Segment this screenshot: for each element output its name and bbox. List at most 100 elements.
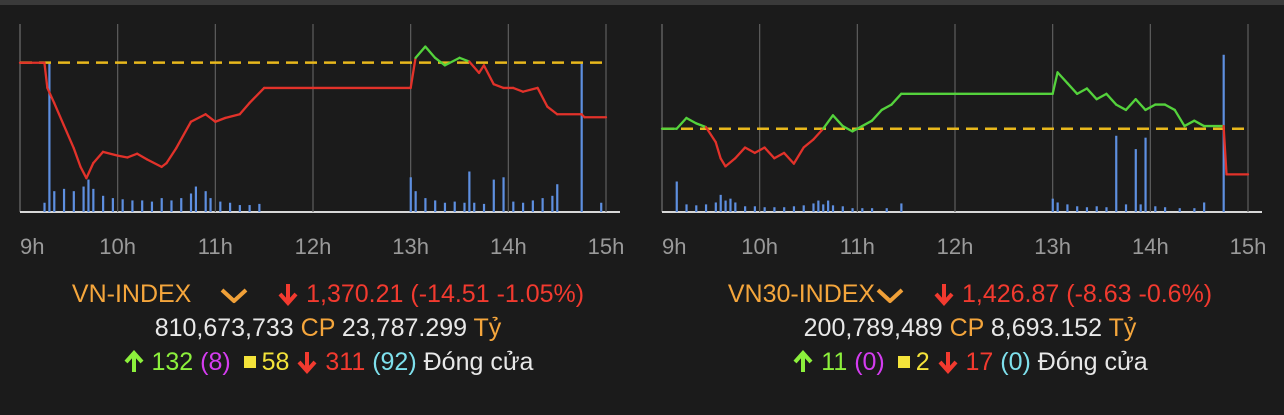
volume-bar <box>160 198 163 212</box>
volume-bar <box>729 198 732 212</box>
price-segment <box>101 150 119 157</box>
index-line: VN-INDEX 1,370.21 (-14.51 -1.05%) <box>18 280 638 313</box>
volume-bar <box>43 202 46 212</box>
volume-bar <box>102 195 105 212</box>
volume-bar <box>600 202 603 212</box>
price-segment <box>1105 92 1118 106</box>
volume-bar <box>841 206 844 212</box>
price-segment <box>821 114 835 130</box>
price-segment <box>1051 71 1059 95</box>
x-tick-label: 14h <box>1132 234 1169 259</box>
x-tick-label: 13h <box>392 234 429 259</box>
volume-bar <box>763 207 766 212</box>
unit-label: Tỷ <box>1108 314 1137 342</box>
price-segment <box>238 101 251 116</box>
volume-bar <box>121 199 124 212</box>
unit-label: Tỷ <box>473 314 502 342</box>
x-tick-label: 11h <box>198 234 233 259</box>
volume-value: 200,789,489 <box>803 314 943 342</box>
price-segment <box>189 113 207 123</box>
volume-bar <box>827 200 830 212</box>
index-name: VN-INDEX <box>71 280 192 308</box>
price-segment <box>424 45 437 59</box>
volume-bar <box>111 198 114 212</box>
volume-bar <box>434 200 437 212</box>
x-tick-label: 11h <box>840 234 875 259</box>
volume-bar <box>502 177 505 212</box>
price-segment <box>880 103 893 112</box>
volume-bar <box>783 207 786 212</box>
volume-bar <box>1085 207 1089 212</box>
cp-label: CP <box>300 314 335 342</box>
price-segment <box>546 105 559 116</box>
volume-bar <box>131 200 134 212</box>
unchanged-square-icon <box>243 355 256 368</box>
up-arrow-icon <box>123 349 145 381</box>
price-segment <box>62 124 75 150</box>
price-segment <box>714 141 722 160</box>
volume-bar <box>556 184 559 212</box>
volume-bar <box>714 202 717 212</box>
volume-bar <box>1163 207 1167 212</box>
price-segment <box>675 116 688 130</box>
index-name: VN30-INDEX <box>727 280 876 308</box>
price-segment <box>851 124 864 133</box>
price-segment <box>763 146 776 160</box>
vn-index-panel: 9h 10h 11h 12h 13h 14h 15h VN-INDEX 1,370.21 (… <box>18 22 638 402</box>
price-segment <box>1173 108 1186 128</box>
volume-bar <box>1144 137 1147 212</box>
declines-count: 311 <box>325 348 366 376</box>
price-segment <box>890 92 903 106</box>
price-segment <box>719 157 727 168</box>
price-segment <box>782 151 796 165</box>
turnover-value: 8,693.152 <box>990 314 1103 342</box>
volume-bar <box>482 203 486 212</box>
floor-count: (92) <box>372 348 417 376</box>
volume-bar <box>204 191 207 212</box>
breadth-line: 11 (0) 2 17 (0) Đóng cửa <box>660 348 1280 381</box>
price-segment <box>1144 103 1157 112</box>
x-tick-label: 14h <box>490 234 527 259</box>
volume-bar <box>773 207 776 212</box>
price-segment <box>79 165 88 180</box>
volume-bar <box>675 181 678 212</box>
price-segment <box>409 56 417 90</box>
volume-bar <box>1056 202 1059 212</box>
ceiling-count: (0) <box>854 348 885 376</box>
volume-bar <box>870 208 874 212</box>
volume-bar <box>443 202 447 212</box>
price-segment <box>695 122 708 129</box>
price-segment <box>1056 71 1069 85</box>
cp-label: CP <box>949 314 984 342</box>
volume-bar <box>831 205 835 212</box>
collapse-chevron-icon[interactable] <box>219 284 249 313</box>
vn30-index-chart: 9h 10h 11h 12h 13h 14h 15h <box>660 24 1266 259</box>
price-segment <box>802 138 815 149</box>
price-segment <box>443 56 461 67</box>
price-segment <box>43 61 49 90</box>
price-segment <box>1075 87 1089 95</box>
status-text: Đóng cửa <box>1037 348 1148 376</box>
volume-value: 810,673,733 <box>154 314 294 342</box>
volume-line: 810,673,733 CP 23,787.299 Tỷ <box>18 314 638 343</box>
price-segment <box>223 113 241 120</box>
price-segment <box>792 146 805 165</box>
price-segment <box>482 64 495 86</box>
volume-bar <box>812 203 815 212</box>
volume-bar <box>92 188 95 212</box>
volume-bar <box>744 206 747 212</box>
volume-bar <box>82 186 85 212</box>
x-tick-label: 9h <box>662 234 686 259</box>
price-segment <box>126 152 139 159</box>
collapse-chevron-icon[interactable] <box>875 284 905 313</box>
breadth-line: 132 (8) 58 311 (92) Đóng cửa <box>18 348 638 381</box>
price-segment <box>53 101 66 127</box>
volume-bar <box>72 191 75 212</box>
price-segment <box>1163 103 1176 112</box>
volume-bar <box>580 61 583 213</box>
volume-bar <box>1076 206 1079 212</box>
volume-bar <box>219 201 222 212</box>
volume-bar <box>685 204 688 212</box>
unchanged-square-icon <box>897 355 910 368</box>
vn-index-chart: 9h 10h 11h 12h 13h 14h 15h <box>18 24 624 259</box>
